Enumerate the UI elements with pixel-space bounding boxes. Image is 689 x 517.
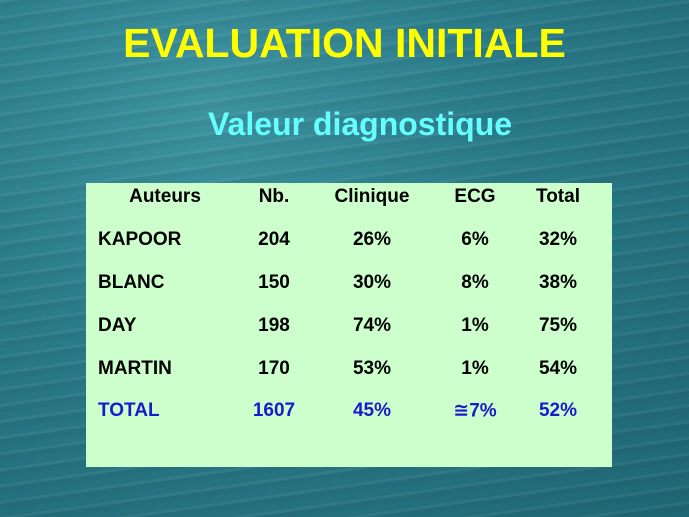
header-cell: Auteurs <box>129 186 201 207</box>
table-cell: 32% <box>538 229 578 250</box>
table-cell: 170 <box>258 358 290 379</box>
table-cell: 1% <box>461 358 489 379</box>
table-cell: 204 <box>258 229 290 250</box>
table-cell: MARTIN <box>98 358 172 379</box>
table-cell: KAPOOR <box>98 229 182 250</box>
table-cell: BLANC <box>98 272 165 293</box>
header-cell: ECG <box>454 186 496 207</box>
table-cell: 6% <box>461 229 489 250</box>
total-cell: 52% <box>538 400 578 421</box>
table-cell: 8% <box>461 272 489 293</box>
title: EVALUATION INITIALE <box>123 20 566 66</box>
table-cell: 74% <box>352 315 392 336</box>
table-cell: 1% <box>461 315 489 336</box>
table-cell: 53% <box>352 358 392 379</box>
table-cell: 26% <box>352 229 392 250</box>
header-cell: Clinique <box>334 186 410 207</box>
header-cell: Nb. <box>258 186 290 207</box>
total-cell: 45% <box>352 400 392 421</box>
total-cell: 1607 <box>252 400 296 421</box>
total-cell: TOTAL <box>98 400 160 421</box>
total-cell: ≅7% <box>453 400 497 422</box>
table-cell: DAY <box>98 315 137 336</box>
table-cell: 150 <box>258 272 290 293</box>
subtitle: Valeur diagnostique <box>207 106 513 142</box>
table-cell: 198 <box>258 315 290 336</box>
table-cell: 54% <box>538 358 578 379</box>
header-cell: Total <box>536 186 580 207</box>
table: Auteurs Nb. Clinique ECG Total KAPOOR 204 26% 6%… <box>86 183 612 467</box>
table-cell: 75% <box>538 315 578 336</box>
table-cell: 38% <box>538 272 578 293</box>
table-cell: 30% <box>352 272 392 293</box>
